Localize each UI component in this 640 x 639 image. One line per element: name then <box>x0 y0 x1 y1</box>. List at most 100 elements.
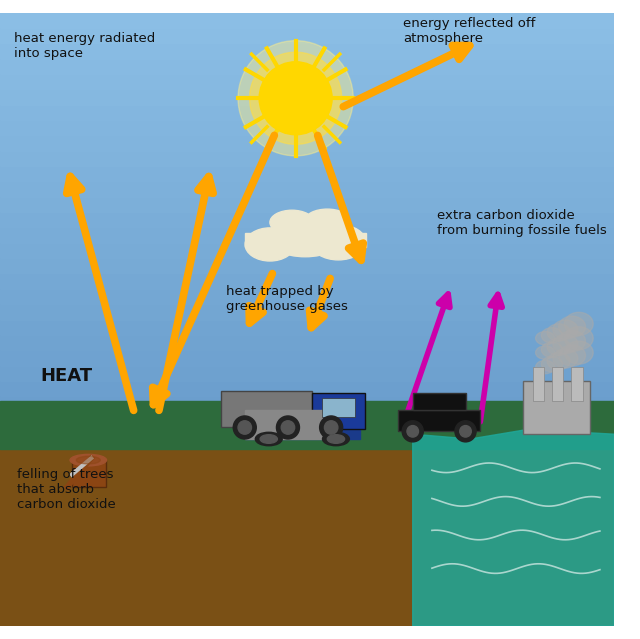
Bar <box>0 196 614 212</box>
Ellipse shape <box>76 456 100 464</box>
Bar <box>0 548 614 565</box>
Bar <box>244 233 366 247</box>
Circle shape <box>324 420 338 435</box>
Circle shape <box>460 426 471 437</box>
Bar <box>0 27 614 43</box>
Bar <box>0 227 614 243</box>
Text: heat trapped by
greenhouse gases: heat trapped by greenhouse gases <box>225 286 348 313</box>
Text: felling of trees
that absorb
carbon dioxide: felling of trees that absorb carbon diox… <box>17 468 116 511</box>
Ellipse shape <box>547 353 570 370</box>
Ellipse shape <box>564 312 593 335</box>
Bar <box>0 533 614 550</box>
Ellipse shape <box>553 349 578 368</box>
Circle shape <box>455 420 476 442</box>
Bar <box>0 89 614 105</box>
Bar <box>0 594 614 611</box>
Bar <box>0 401 614 449</box>
Ellipse shape <box>305 209 349 231</box>
Bar <box>532 367 544 401</box>
Bar <box>0 212 614 227</box>
Ellipse shape <box>536 360 555 374</box>
Ellipse shape <box>541 357 563 372</box>
Bar <box>0 318 614 335</box>
Bar <box>0 487 614 504</box>
Ellipse shape <box>311 224 366 260</box>
Bar <box>0 73 614 89</box>
Bar <box>0 288 614 304</box>
Bar <box>0 456 614 473</box>
Bar <box>0 410 614 427</box>
Ellipse shape <box>536 346 555 359</box>
Bar <box>0 135 614 151</box>
Bar <box>0 150 614 166</box>
Ellipse shape <box>245 228 295 261</box>
Ellipse shape <box>564 327 593 350</box>
Circle shape <box>238 41 353 156</box>
Ellipse shape <box>323 432 349 446</box>
Bar <box>0 564 614 580</box>
Bar <box>0 12 614 28</box>
Bar <box>244 410 321 439</box>
Bar <box>0 426 614 442</box>
Ellipse shape <box>255 432 282 446</box>
Bar <box>0 242 614 258</box>
Bar <box>0 424 614 626</box>
Circle shape <box>259 62 332 135</box>
Bar <box>552 367 563 401</box>
Bar <box>0 273 614 289</box>
Bar <box>0 349 614 366</box>
Bar <box>0 441 614 458</box>
Ellipse shape <box>270 210 314 235</box>
Bar <box>0 472 614 488</box>
Bar <box>571 367 582 401</box>
Circle shape <box>281 420 294 435</box>
Text: energy reflected off
atmosphere: energy reflected off atmosphere <box>403 17 536 45</box>
Ellipse shape <box>260 435 277 443</box>
Circle shape <box>402 420 423 442</box>
Circle shape <box>238 420 252 435</box>
Text: HEAT: HEAT <box>40 367 92 385</box>
Polygon shape <box>413 429 614 626</box>
Bar <box>0 502 614 519</box>
Ellipse shape <box>541 328 563 343</box>
Ellipse shape <box>327 435 344 443</box>
Ellipse shape <box>559 316 586 337</box>
Circle shape <box>407 426 419 437</box>
Bar <box>0 43 614 59</box>
Bar <box>413 393 465 410</box>
Circle shape <box>233 416 256 439</box>
Bar <box>0 380 614 396</box>
Bar <box>523 381 590 435</box>
Bar <box>221 391 312 427</box>
Bar <box>0 304 614 320</box>
Bar <box>72 460 106 487</box>
Bar <box>244 396 360 439</box>
Bar <box>0 104 614 120</box>
Bar <box>398 410 480 431</box>
Bar <box>0 610 614 626</box>
Bar <box>0 364 614 381</box>
Ellipse shape <box>70 454 106 466</box>
Bar <box>321 397 355 417</box>
Ellipse shape <box>547 324 570 341</box>
Ellipse shape <box>564 341 593 364</box>
Bar <box>0 166 614 181</box>
Bar <box>312 393 365 429</box>
Bar <box>0 181 614 197</box>
Ellipse shape <box>267 218 344 257</box>
Ellipse shape <box>559 345 586 366</box>
Ellipse shape <box>541 342 563 357</box>
Circle shape <box>276 416 300 439</box>
Bar <box>0 258 614 273</box>
Bar <box>0 119 614 135</box>
Bar <box>0 518 614 534</box>
Circle shape <box>319 416 342 439</box>
Circle shape <box>250 52 342 144</box>
Text: extra carbon dioxide
from burning fossile fuels: extra carbon dioxide from burning fossil… <box>436 209 607 236</box>
Ellipse shape <box>553 334 578 353</box>
Bar <box>0 579 614 596</box>
Bar <box>0 58 614 74</box>
Text: heat energy radiated
into space: heat energy radiated into space <box>14 32 156 60</box>
Bar <box>0 395 614 412</box>
Ellipse shape <box>553 320 578 339</box>
